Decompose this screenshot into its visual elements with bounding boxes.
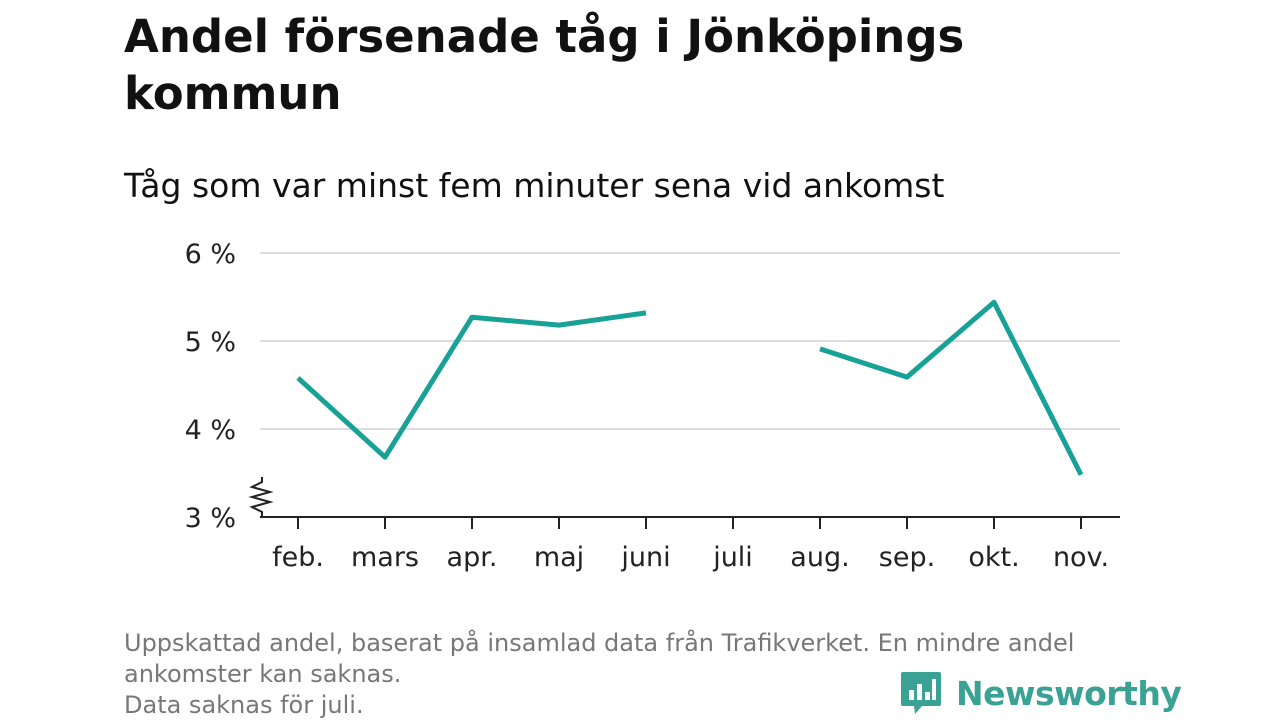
series-line-segment [296, 310, 647, 460]
x-tick-label: okt. [968, 542, 1019, 573]
series-line-segment [819, 299, 1084, 476]
gridlines [260, 252, 1120, 430]
y-axis-ticks: 3 % 4 % 5 % 6 % [185, 239, 236, 534]
x-tick-label: sep. [879, 542, 935, 573]
footnote-line-3: Data saknas för juli. [124, 691, 364, 719]
x-tick-label: mars [351, 542, 419, 573]
brand-logo: Newsworthy [900, 670, 1182, 716]
y-tick-label: 6 % [185, 239, 236, 270]
x-tick-label: maj [534, 542, 584, 573]
x-tick-label: juli [712, 542, 753, 573]
x-tick-label: aug. [790, 542, 849, 573]
x-tick-label: juni [620, 542, 670, 573]
x-tick-label: apr. [447, 542, 498, 573]
series-lines [296, 299, 1084, 476]
footnote-line-1: Uppskattad andel, baserat på insamlad da… [124, 629, 1075, 657]
x-tick-label: nov. [1053, 542, 1109, 573]
newsworthy-logo-icon [901, 672, 941, 714]
footnote-line-2: ankomster kan saknas. [124, 660, 402, 688]
chart-subtitle: Tåg som var minst fem minuter sena vid a… [124, 166, 945, 205]
chart-title: Andel försenade tåg i Jönköpings kommun [124, 10, 965, 120]
line-chart: 3 % 4 % 5 % 6 % feb. mars apr. maj juni juli aug.… [185, 239, 1120, 573]
y-tick-label: 3 % [185, 503, 236, 534]
brand-name: Newsworthy [956, 673, 1182, 713]
axis-break-mark [248, 477, 274, 517]
y-tick-label: 5 % [185, 327, 236, 358]
chart-footnote: Uppskattad andel, baserat på insamlad da… [124, 628, 1164, 721]
x-axis: feb. mars apr. maj juni juli aug. sep. okt. nov. [248, 477, 1120, 573]
x-tick-label: feb. [272, 542, 324, 573]
y-tick-label: 4 % [185, 415, 236, 446]
